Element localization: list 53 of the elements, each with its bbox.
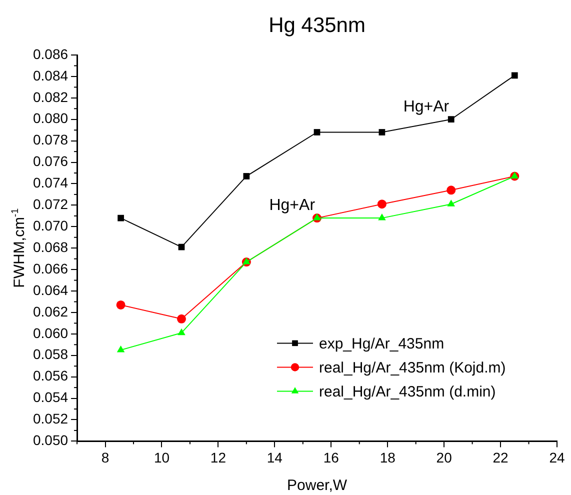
y-axis-title: FWHM,cm-1 — [10, 208, 28, 288]
x-tick-label: 14 — [266, 449, 283, 466]
point — [510, 172, 519, 178]
point — [378, 214, 386, 220]
point — [178, 328, 186, 336]
x-tick-label: 18 — [380, 449, 396, 466]
point — [447, 200, 456, 206]
y-tick-label: 0.072 — [32, 196, 68, 212]
point — [313, 214, 321, 220]
y-tick-label: 0.054 — [32, 389, 68, 406]
x-axis-title: Power,W — [287, 477, 348, 494]
x-tick-label: 16 — [323, 449, 340, 466]
point — [116, 300, 126, 310]
annotation: Hg+Ar — [403, 98, 450, 116]
x-tick-label: 22 — [492, 449, 509, 466]
point — [242, 258, 250, 264]
y-tick-label: 0.058 — [32, 346, 68, 362]
y-tick-label: 0.066 — [32, 260, 68, 276]
point — [448, 116, 454, 123]
point — [118, 214, 124, 222]
x-tick-label: 24 — [549, 449, 565, 466]
y-tick-label: 0.064 — [32, 282, 68, 298]
legend-label: exp_Hg/Ar_435nm — [319, 335, 444, 352]
legend-label: real_Hg/Ar_435nm (Kojd.m) — [319, 359, 506, 376]
point — [314, 129, 320, 136]
y-tick-label: 0.056 — [32, 368, 68, 384]
y-tick-label: 0.070 — [32, 218, 68, 234]
point — [378, 129, 386, 136]
y-tick-label: 0.050 — [32, 432, 68, 448]
y-tick-label: 0.076 — [32, 153, 68, 170]
y-tick-label: 0.068 — [32, 238, 68, 255]
y-tick-label: 0.084 — [32, 67, 68, 84]
y-tick-label: 0.086 — [32, 46, 68, 62]
point — [243, 173, 250, 180]
y-tick-label: 0.060 — [32, 324, 68, 341]
x-tick-label: 8 — [101, 449, 110, 466]
x-tick-label: 12 — [210, 449, 226, 466]
point — [446, 186, 456, 195]
chart-title: Hg 435nm — [268, 14, 366, 37]
y-tick-label: 0.078 — [32, 132, 68, 148]
y-tick-label: 0.082 — [32, 88, 68, 105]
point — [116, 346, 125, 352]
y-tick-label: 0.074 — [32, 174, 68, 191]
point — [377, 200, 386, 209]
y-tick-label: 0.052 — [32, 410, 68, 427]
x-tick-label: 10 — [154, 449, 170, 466]
x-tick-label: 20 — [436, 449, 452, 466]
point — [177, 314, 186, 324]
y-tick-label: 0.080 — [32, 110, 68, 126]
annotation: Hg+Ar — [269, 197, 316, 214]
y-tick-label: 0.062 — [32, 303, 68, 320]
point — [511, 72, 518, 79]
legend-label: real_Hg/Ar_435nm (d.min) — [319, 383, 496, 400]
